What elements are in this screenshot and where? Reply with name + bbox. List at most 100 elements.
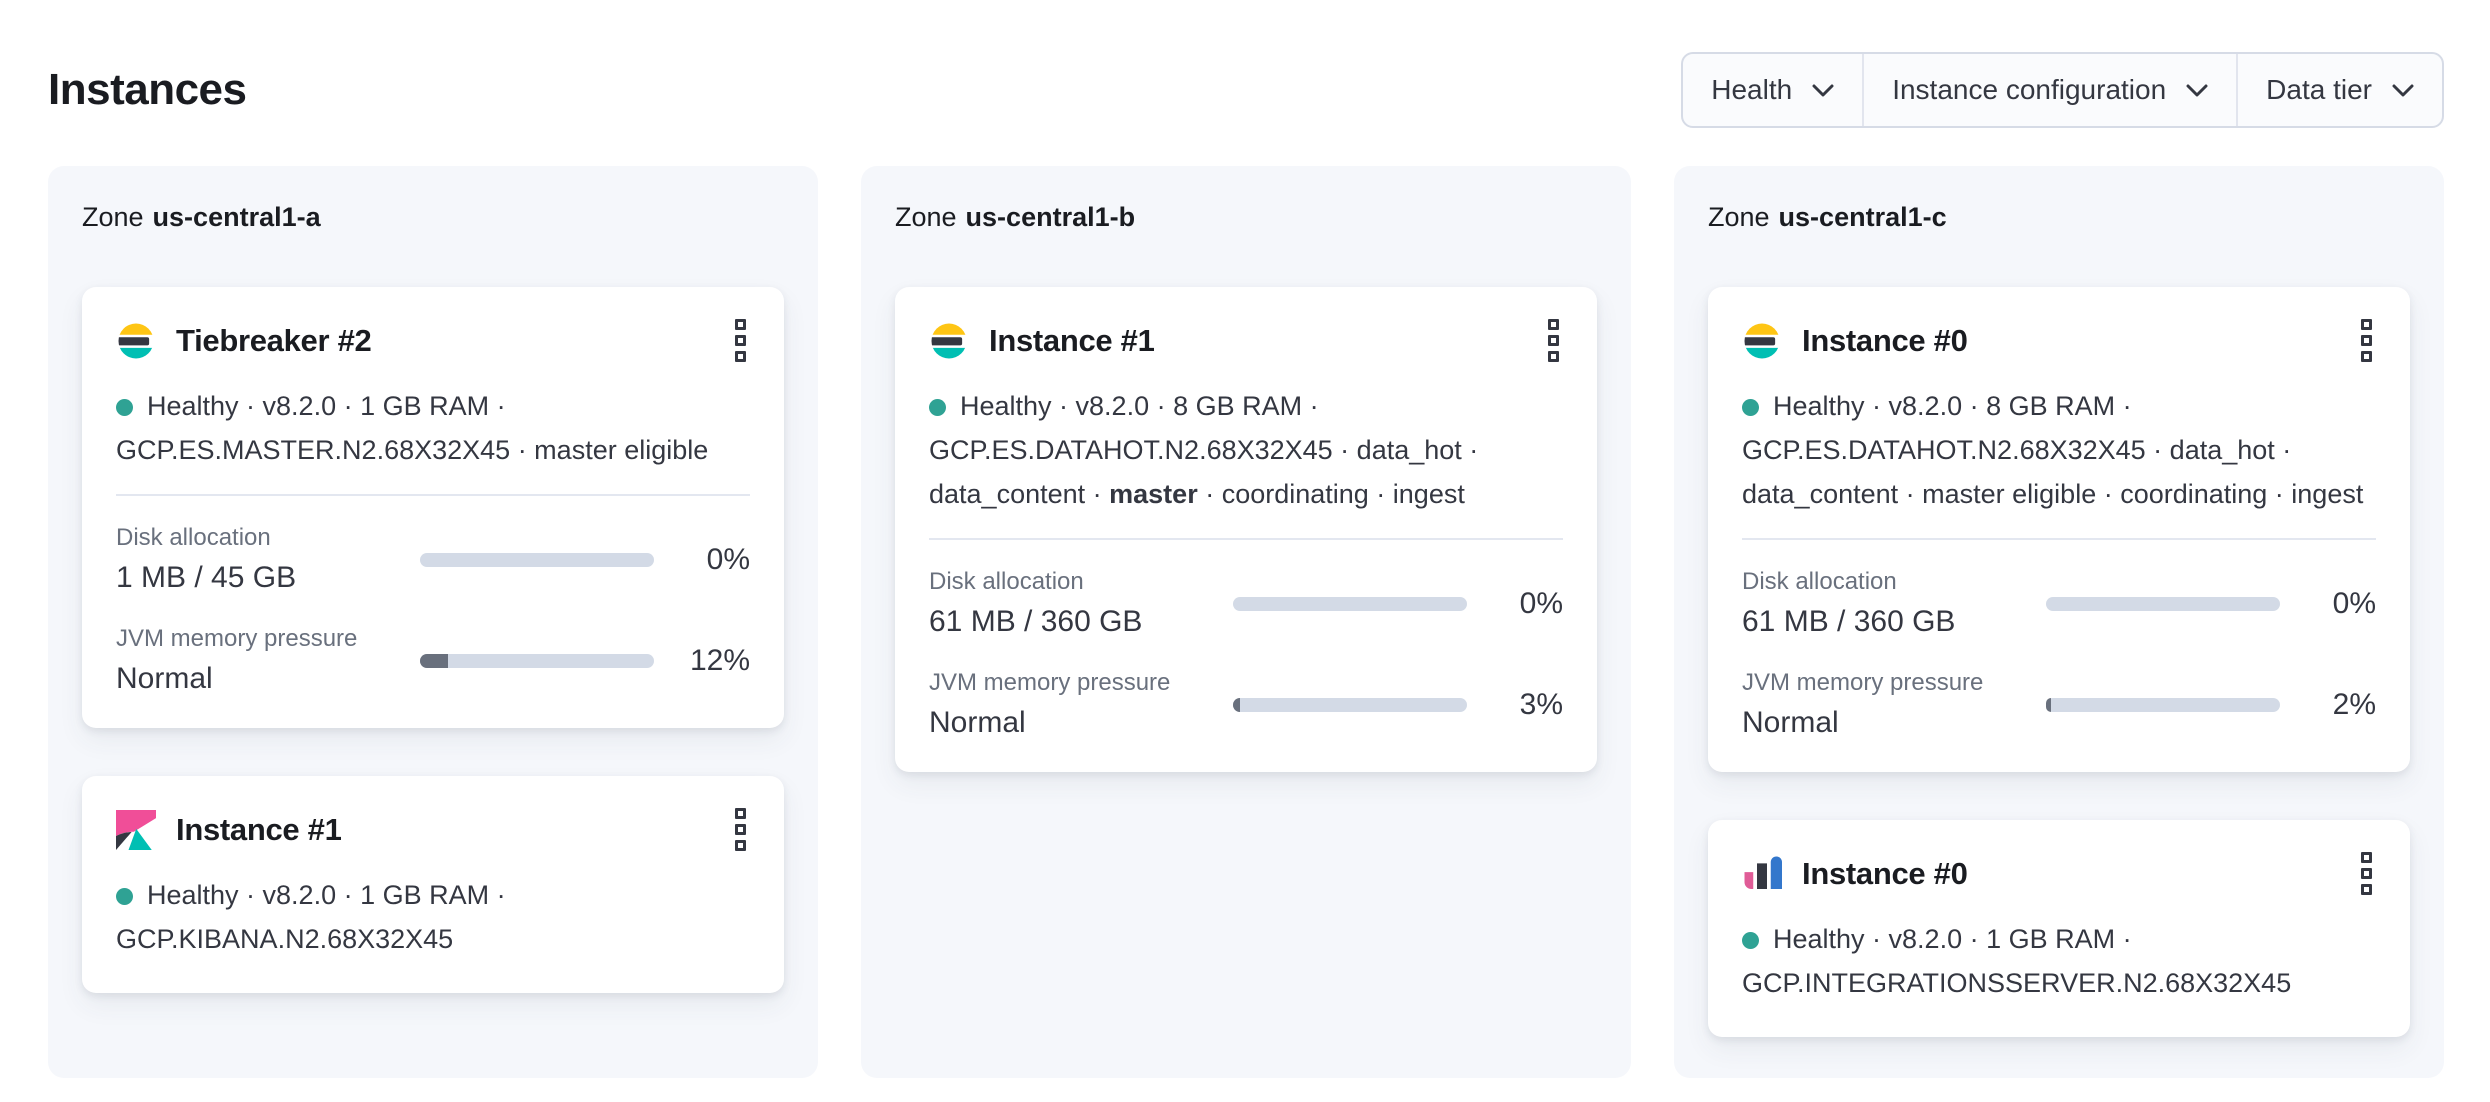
- divider: [116, 494, 750, 496]
- filter-data-tier[interactable]: Data tier: [2236, 54, 2442, 126]
- disk-allocation-metric: Disk allocation 1 MB / 45 GB 0%: [116, 524, 750, 595]
- metric-percent: 12%: [689, 643, 750, 677]
- status-line: · coordinating · ingest: [1197, 479, 1465, 509]
- instance-title: Instance #1: [176, 811, 342, 847]
- instance-card: Tiebreaker #2 Healthy · v8.2.0 · 1 GB RA…: [82, 287, 784, 728]
- filter-instance-configuration[interactable]: Instance configuration: [1862, 54, 2236, 126]
- metric-label: JVM memory pressure: [1742, 669, 1984, 696]
- metric-percent: 0%: [2332, 586, 2376, 620]
- zone-panel-us-central1-b: Zone us-central1-b Instance #1: [861, 166, 1631, 1078]
- kebab-menu-button[interactable]: [1544, 315, 1563, 366]
- status-line: GCP.INTEGRATIONSSERVER.N2.68X32X45: [1742, 968, 2292, 998]
- status-line: GCP.ES.DATAHOT.N2.68X32X45 · data_hot ·: [929, 435, 1479, 465]
- instance-card: Instance #1 Healthy · v8.2.0 · 1 GB RAM …: [82, 776, 784, 993]
- chevron-down-icon: [2186, 84, 2208, 96]
- instance-status: Healthy · v8.2.0 · 8 GB RAM · GCP.ES.DAT…: [929, 384, 1563, 516]
- zone-label: Zone us-central1-c: [1708, 202, 2410, 233]
- kibana-logo-icon: [116, 809, 156, 850]
- status-line: Healthy · v8.2.0 · 8 GB RAM ·: [1773, 391, 2132, 421]
- status-role-master: master: [1109, 479, 1198, 509]
- zone-label-prefix: Zone: [895, 202, 957, 232]
- chevron-down-icon: [1812, 84, 1834, 96]
- elasticsearch-logo-icon: [1744, 323, 1780, 358]
- instance-title: Instance #0: [1802, 322, 1968, 358]
- filter-health-label: Health: [1711, 74, 1793, 105]
- zone-panel-us-central1-a: Zone us-central1-a Tiebreaker #2: [48, 166, 818, 1078]
- metric-percent: 2%: [2332, 687, 2376, 721]
- status-line: Healthy · v8.2.0 · 1 GB RAM ·: [147, 880, 506, 910]
- zone-label: Zone us-central1-b: [895, 202, 1597, 233]
- status-line: GCP.ES.DATAHOT.N2.68X32X45 · data_hot ·: [1742, 435, 2292, 465]
- status-line: data_content ·: [929, 479, 1110, 509]
- kebab-menu-button[interactable]: [2357, 848, 2376, 899]
- kebab-box: [2361, 319, 2372, 330]
- status-line: Healthy · v8.2.0 · 8 GB RAM ·: [960, 391, 1319, 421]
- filter-data-tier-label: Data tier: [2266, 74, 2372, 105]
- kebab-box: [1548, 319, 1559, 330]
- kebab-box: [2361, 852, 2372, 863]
- status-line: GCP.KIBANA.N2.68X32X45: [116, 924, 454, 954]
- progress-bar: [420, 552, 654, 567]
- disk-allocation-metric: Disk allocation 61 MB / 360 GB 0%: [929, 568, 1563, 639]
- kebab-box: [735, 824, 746, 835]
- status-line: data_content · master eligible · coordin…: [1742, 479, 2364, 509]
- kebab-menu-button[interactable]: [2357, 315, 2376, 366]
- instance-title: Instance #0: [1802, 855, 1968, 891]
- instance-status: Healthy · v8.2.0 · 1 GB RAM · GCP.KIBANA…: [116, 873, 750, 961]
- zone-label-prefix: Zone: [1708, 202, 1770, 232]
- status-line: Healthy · v8.2.0 · 1 GB RAM ·: [147, 391, 506, 421]
- metric-percent: 3%: [1519, 687, 1563, 721]
- healthy-status-icon: [1742, 399, 1759, 416]
- metric-value: Normal: [1742, 706, 1839, 739]
- kebab-box: [1548, 351, 1559, 362]
- kebab-box: [735, 808, 746, 819]
- kebab-menu-button[interactable]: [731, 804, 750, 855]
- kebab-box: [735, 335, 746, 346]
- zone-name: us-central1-c: [1778, 202, 1947, 232]
- filter-instance-configuration-label: Instance configuration: [1892, 74, 2167, 105]
- status-line: Healthy · v8.2.0 · 1 GB RAM ·: [1773, 924, 2132, 954]
- progress-bar: [420, 653, 654, 668]
- metric-label: Disk allocation: [1742, 568, 1897, 595]
- instance-status: Healthy · v8.2.0 · 1 GB RAM · GCP.ES.MAS…: [116, 384, 750, 472]
- kebab-box: [2361, 884, 2372, 895]
- kebab-menu-button[interactable]: [731, 315, 750, 366]
- filter-health[interactable]: Health: [1683, 54, 1862, 126]
- elasticsearch-logo-icon: [931, 323, 967, 358]
- instance-title: Tiebreaker #2: [176, 322, 372, 358]
- progress-bar: [1233, 697, 1467, 712]
- metric-label: Disk allocation: [116, 524, 271, 551]
- kebab-box: [735, 840, 746, 851]
- status-line: GCP.ES.MASTER.N2.68X32X45 · master eligi…: [116, 435, 709, 465]
- instance-status: Healthy · v8.2.0 · 1 GB RAM · GCP.INTEGR…: [1742, 917, 2376, 1005]
- metric-label: JVM memory pressure: [929, 669, 1171, 696]
- jvm-memory-pressure-metric: JVM memory pressure Normal 3%: [929, 669, 1563, 740]
- elasticsearch-logo-icon: [118, 323, 154, 358]
- instance-card: Instance #0 Healthy · v8.2.0 · 1 GB RAM …: [1708, 820, 2410, 1037]
- progress-bar: [2046, 596, 2280, 611]
- zone-label-prefix: Zone: [82, 202, 144, 232]
- healthy-status-icon: [929, 399, 946, 416]
- metric-percent: 0%: [1519, 586, 1563, 620]
- metric-value: Normal: [929, 706, 1026, 739]
- healthy-status-icon: [1742, 932, 1759, 949]
- metric-value: Normal: [116, 662, 213, 695]
- metric-value: 1 MB / 45 GB: [116, 561, 297, 594]
- kebab-box: [735, 351, 746, 362]
- kebab-box: [2361, 335, 2372, 346]
- progress-bar: [2046, 697, 2280, 712]
- jvm-memory-pressure-metric: JVM memory pressure Normal 12%: [116, 625, 750, 696]
- zone-panel-us-central1-c: Zone us-central1-c Instance #0: [1674, 166, 2444, 1078]
- zone-name: us-central1-a: [152, 202, 321, 232]
- kebab-box: [735, 319, 746, 330]
- metric-label: Disk allocation: [929, 568, 1084, 595]
- divider: [1742, 538, 2376, 540]
- zone-name: us-central1-b: [965, 202, 1136, 232]
- jvm-memory-pressure-metric: JVM memory pressure Normal 2%: [1742, 669, 2376, 740]
- healthy-status-icon: [116, 888, 133, 905]
- healthy-status-icon: [116, 399, 133, 416]
- zones-row: Zone us-central1-a Tiebreaker #2: [48, 166, 2444, 1078]
- metric-label: JVM memory pressure: [116, 625, 358, 652]
- filter-group: Health Instance configuration Data tier: [1681, 52, 2444, 128]
